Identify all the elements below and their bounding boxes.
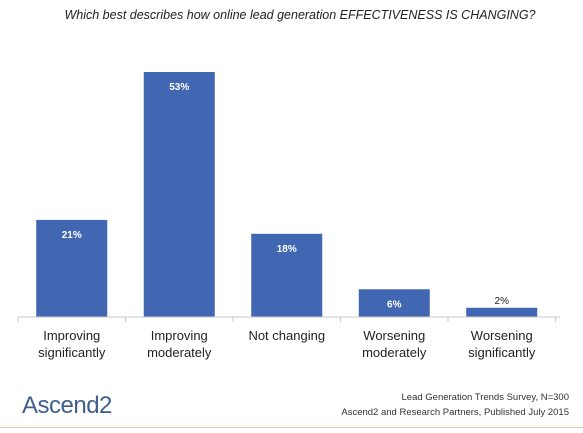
bars-layer: 21% 53% 18% 6% 2% <box>36 72 538 317</box>
category-label-line: Improving <box>43 328 101 343</box>
source-note: Lead Generation Trends Survey, N=300 Asc… <box>341 390 569 420</box>
bar <box>143 72 215 317</box>
category-label-line: Worsening <box>363 328 426 343</box>
footer-divider <box>0 427 583 428</box>
category-label-line: Worsening <box>470 328 533 343</box>
data-label: 53% <box>169 82 189 93</box>
category-label: Not changing <box>237 327 337 344</box>
category-label-line: moderately <box>147 345 212 360</box>
category-label-line: Not changing <box>248 328 326 343</box>
bar <box>251 233 323 317</box>
category-label-line: significantly <box>38 345 106 360</box>
ascend2-logo: Ascend2 <box>22 392 112 419</box>
data-label: 18% <box>277 244 297 255</box>
category-label: Improving significantly <box>22 327 122 361</box>
chart-title: Which best describes how online lead gen… <box>64 8 536 22</box>
category-label: Improving moderately <box>129 327 229 361</box>
bar <box>358 289 430 317</box>
source-line-1: Lead Generation Trends Survey, N=300 <box>401 392 570 403</box>
category-label: Worsening moderately <box>344 327 444 361</box>
category-label-line: significantly <box>468 345 536 360</box>
bar <box>466 307 538 317</box>
data-label: 21% <box>62 230 82 241</box>
bar <box>36 219 108 317</box>
data-label: 2% <box>495 296 510 307</box>
category-label-line: moderately <box>362 345 427 360</box>
x-axis-ticks <box>17 317 556 322</box>
data-label: 6% <box>387 299 402 310</box>
category-label: Worsening significantly <box>452 327 552 361</box>
category-label-line: Improving <box>150 328 208 343</box>
source-line-2: Ascend2 and Research Partners, Published… <box>341 407 569 418</box>
